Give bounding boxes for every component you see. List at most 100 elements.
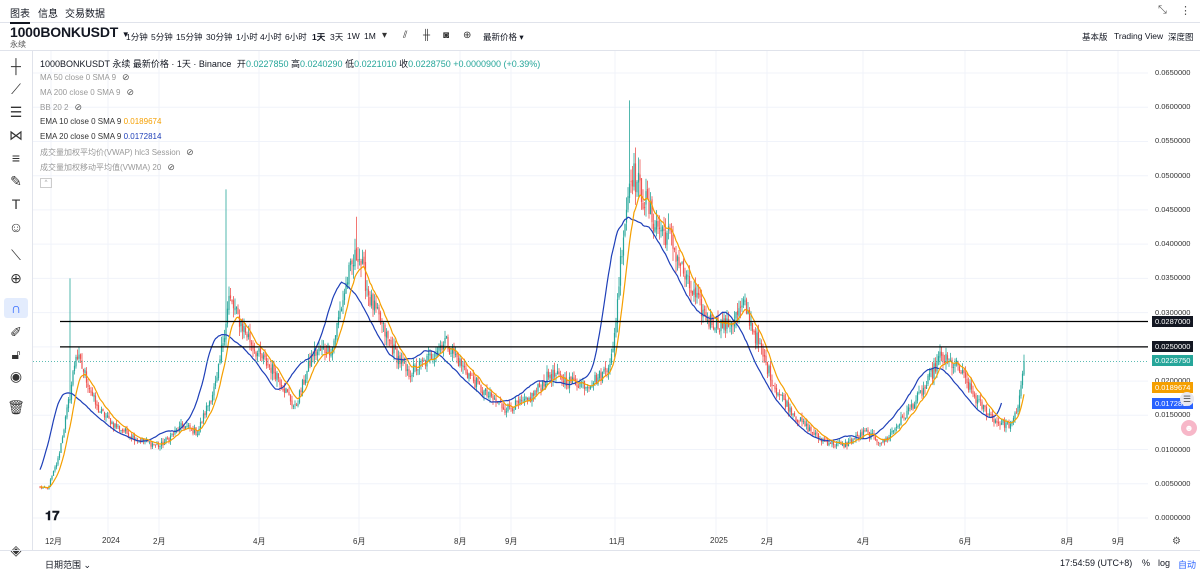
indicator-ma50[interactable]: MA 50 close 0 SMA 9 ⊘ [40, 72, 130, 83]
settings-circle-icon[interactable]: ☰ [1180, 392, 1194, 406]
indicator-vwma[interactable]: 成交量加权移动平均值(VWMA) 20 ⊘ [40, 162, 175, 173]
candle-body [810, 426, 812, 432]
brush-icon[interactable]: ✎ [10, 172, 22, 189]
date-range-button[interactable]: 日期范围 ⌄ [45, 560, 92, 570]
tf-1d[interactable]: 1天 [312, 32, 326, 42]
view-depth[interactable]: 深度图 [1168, 32, 1194, 42]
hidden-eye-icon[interactable]: ⊘ [126, 87, 135, 97]
candle-body [726, 318, 728, 329]
price-chart[interactable] [33, 51, 1148, 536]
candle-body [1003, 420, 1006, 428]
collapse-legend-icon[interactable]: ^ [40, 178, 52, 188]
add-indicator-icon[interactable]: ⊕ [463, 30, 472, 41]
candle-body [978, 398, 980, 400]
indicator-ema10[interactable]: EMA 10 close 0 SMA 9 0.0189674 [40, 117, 161, 126]
price-type-select[interactable]: 最新价格 ▾ [483, 32, 524, 42]
camera-icon[interactable]: ◙ [443, 30, 450, 41]
time-tick-label: 2025 [710, 536, 728, 545]
more-timeframes-icon[interactable]: ▾ [382, 30, 388, 41]
candle-body [424, 360, 427, 366]
tf-1h[interactable]: 1小时 [236, 32, 258, 42]
candle-body [879, 443, 881, 444]
hidden-eye-icon[interactable]: ⊘ [122, 72, 130, 82]
layers-icon[interactable]: ◈ [10, 541, 22, 558]
tab-info[interactable]: 信息 [38, 9, 58, 20]
crosshair-icon[interactable]: ┼ [11, 58, 21, 74]
tradingview-logo-icon[interactable]: 𝟏𝟕 [45, 508, 60, 523]
candle-body [472, 376, 475, 382]
candle-body [927, 375, 929, 385]
trash-icon[interactable]: 🗑︎ [7, 398, 25, 415]
indicator-vwap[interactable]: 成交量加权平均价(VWAP) hlc3 Session ⊘ [40, 147, 194, 158]
time-tick-label: 8月 [1061, 537, 1074, 546]
candle-body [636, 181, 638, 193]
tab-trading-data[interactable]: 交易数据 [65, 9, 105, 20]
candle-body [808, 427, 811, 432]
candle-body [933, 363, 935, 379]
eye-icon[interactable]: ◉ [9, 367, 23, 384]
text-icon[interactable]: T [11, 196, 21, 212]
candle-body [843, 444, 845, 448]
tab-chart[interactable]: 图表 [10, 5, 30, 24]
candle-body [72, 371, 74, 385]
tf-1w[interactable]: 1W [347, 31, 360, 41]
percent-toggle[interactable]: % [1142, 558, 1151, 568]
candle-body [834, 445, 836, 447]
ruler-icon[interactable]: ⟍ [11, 246, 21, 263]
candle-body [333, 340, 335, 346]
pattern-icon[interactable]: ⋈ [9, 126, 23, 143]
indicator-ma200[interactable]: MA 200 close 0 SMA 9 ⊘ [40, 87, 134, 98]
tf-4h[interactable]: 4小时 [260, 32, 282, 42]
candle-body [897, 426, 899, 427]
indicator-bb[interactable]: BB 20 2 ⊘ [40, 102, 82, 113]
tf-6h[interactable]: 6小时 [285, 32, 307, 42]
candle-body [972, 390, 974, 395]
emoji-icon[interactable]: ☺ [8, 219, 24, 235]
candle-body [1006, 421, 1009, 423]
candle-body [763, 355, 766, 357]
zoom-in-icon[interactable]: ⊕ [10, 269, 22, 286]
assistant-icon[interactable]: ☻ [1181, 420, 1197, 436]
candle-body [651, 199, 653, 223]
auto-toggle[interactable]: 自动 [1178, 560, 1197, 570]
chart-style-icon[interactable]: ⫽ [403, 30, 408, 41]
lock-drawing-icon[interactable]: ✐ [10, 323, 22, 340]
candle-body [528, 397, 530, 401]
hidden-eye-icon[interactable]: ⊘ [186, 147, 194, 157]
candles-icon[interactable]: ╫ [423, 30, 431, 41]
tf-15m[interactable]: 15分钟 [176, 32, 203, 42]
view-basic[interactable]: 基本版 [1082, 32, 1108, 42]
candle-body [511, 408, 514, 412]
fib-icon[interactable]: ≡ [11, 150, 21, 166]
candle-body [414, 364, 416, 366]
expand-icon[interactable]: ⤡ [1158, 4, 1167, 16]
candle-body [898, 424, 901, 426]
more-icon[interactable]: ⋮ [1180, 5, 1191, 17]
candle-body [232, 300, 235, 309]
log-toggle[interactable]: log [1158, 558, 1171, 568]
clock-timezone[interactable]: 17:54:59 (UTC+8) [1060, 558, 1133, 568]
view-tradingview[interactable]: Trading View [1114, 31, 1164, 41]
chart-settings-icon[interactable]: ⚙ [1172, 536, 1181, 547]
price-tick-label: 0.0050000 [1155, 478, 1191, 488]
indicator-ema20[interactable]: EMA 20 close 0 SMA 9 0.0172814 [40, 132, 161, 141]
candle-body [397, 356, 400, 365]
trendline-icon[interactable]: ⟋ [11, 80, 21, 97]
lock-icon[interactable]: 🔓︎ [11, 345, 21, 362]
horizontal-lines-icon[interactable]: ☰ [9, 103, 23, 120]
symbol-selector[interactable]: 1000BONKUSDT ▼ [10, 24, 130, 40]
tf-3d[interactable]: 3天 [330, 32, 344, 42]
candle-body [103, 412, 106, 418]
tf-30m[interactable]: 30分钟 [206, 32, 233, 42]
candle-body [883, 439, 886, 442]
hidden-eye-icon[interactable]: ⊘ [74, 102, 83, 112]
tf-5m[interactable]: 5分钟 [151, 32, 173, 42]
candle-body [754, 330, 757, 344]
tf-1m[interactable]: 1分钟 [126, 32, 148, 42]
tf-1mo[interactable]: 1M [364, 31, 376, 41]
hidden-eye-icon[interactable]: ⊘ [167, 162, 175, 172]
candle-body [550, 374, 553, 381]
candle-body [409, 375, 412, 378]
magnet-icon[interactable]: ∩ [4, 298, 28, 318]
candle-body [261, 353, 263, 359]
